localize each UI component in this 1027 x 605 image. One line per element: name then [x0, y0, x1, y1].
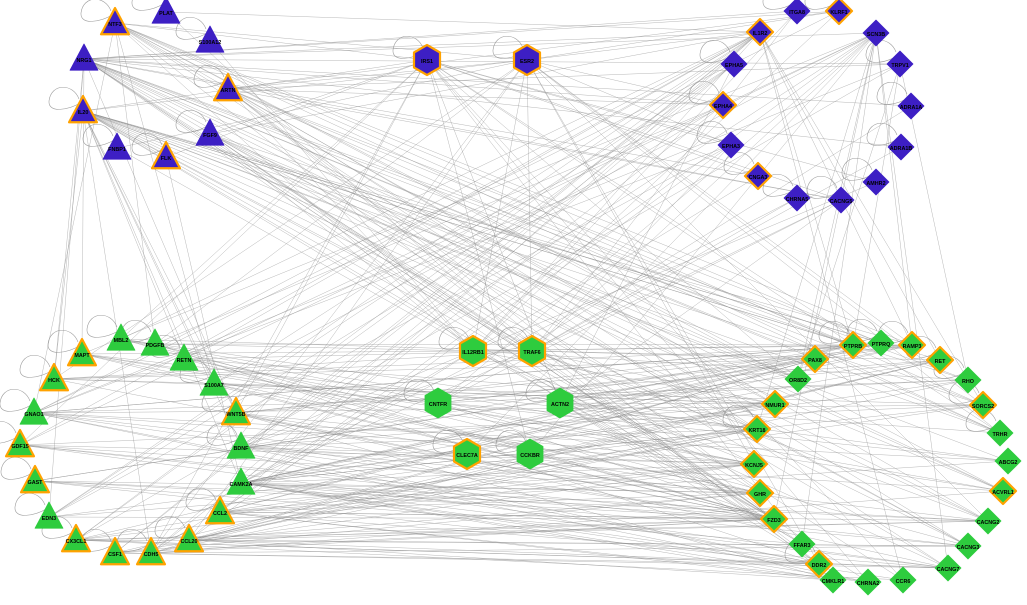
svg-text:CACNG3: CACNG3 [957, 545, 980, 551]
svg-text:IL20: IL20 [78, 110, 89, 116]
svg-text:RAMP3: RAMP3 [903, 344, 922, 350]
svg-text:CCKBR: CCKBR [520, 453, 540, 459]
svg-text:PDGFB: PDGFB [146, 343, 165, 349]
svg-text:CACNG5: CACNG5 [830, 199, 853, 205]
svg-text:CAMK2A: CAMK2A [229, 482, 252, 488]
svg-text:CHRNA5: CHRNA5 [786, 197, 808, 203]
svg-text:GDF15: GDF15 [11, 444, 28, 450]
svg-text:FNBP1: FNBP1 [108, 147, 126, 153]
svg-text:EPHA3: EPHA3 [722, 144, 740, 150]
svg-text:CHRNA2: CHRNA2 [857, 581, 879, 587]
svg-text:SCN3B: SCN3B [867, 32, 885, 38]
svg-text:CCL2: CCL2 [213, 511, 227, 517]
svg-text:CACNG2: CACNG2 [977, 520, 1000, 526]
svg-text:NTF3: NTF3 [108, 22, 121, 28]
svg-text:TRPV1: TRPV1 [891, 63, 908, 69]
svg-text:PTPRQ: PTPRQ [872, 342, 891, 348]
svg-text:DDR2: DDR2 [812, 563, 827, 569]
svg-text:MAPT: MAPT [74, 353, 90, 359]
svg-text:ADRA1B: ADRA1B [890, 146, 913, 152]
svg-text:IL12RB1: IL12RB1 [462, 350, 484, 356]
svg-text:ABCG2: ABCG2 [999, 460, 1018, 466]
svg-text:RET: RET [935, 359, 946, 365]
svg-text:ITGA8: ITGA8 [789, 10, 805, 16]
svg-text:KRT18: KRT18 [748, 428, 765, 434]
svg-text:ESR2: ESR2 [520, 59, 534, 65]
svg-text:MBL2: MBL2 [114, 338, 129, 344]
svg-text:BDNF: BDNF [234, 446, 250, 452]
svg-text:RHO: RHO [962, 379, 974, 385]
svg-text:TRAF6: TRAF6 [523, 350, 540, 356]
svg-text:CDH5: CDH5 [144, 552, 159, 558]
svg-text:GHR: GHR [754, 492, 766, 498]
svg-text:KCNJ5: KCNJ5 [745, 463, 763, 469]
svg-text:HCK: HCK [48, 378, 60, 384]
svg-text:CNGA3: CNGA3 [749, 175, 768, 181]
svg-text:CCR6: CCR6 [896, 579, 911, 585]
svg-text:IL1R2: IL1R2 [753, 31, 768, 37]
svg-text:S100A12: S100A12 [199, 40, 221, 46]
svg-text:ACTN2: ACTN2 [551, 402, 569, 408]
svg-text:FZD3: FZD3 [767, 518, 780, 524]
svg-text:IRS1: IRS1 [421, 59, 433, 65]
svg-text:FFAR3: FFAR3 [793, 543, 810, 549]
svg-text:PTPRB: PTPRB [844, 344, 862, 350]
svg-text:PAX8: PAX8 [808, 358, 822, 364]
svg-text:ARTN: ARTN [221, 88, 236, 94]
svg-text:CACNG7: CACNG7 [937, 567, 960, 573]
svg-text:WNT5B: WNT5B [226, 412, 245, 418]
svg-text:FGF9: FGF9 [203, 133, 217, 139]
svg-text:KLRF1: KLRF1 [830, 10, 847, 16]
svg-text:CSF1: CSF1 [108, 552, 122, 558]
svg-text:CLEC7A: CLEC7A [456, 453, 478, 459]
svg-text:S100A7: S100A7 [204, 383, 223, 389]
svg-text:CX3CL1: CX3CL1 [66, 539, 87, 545]
svg-text:PLAT: PLAT [159, 11, 173, 17]
svg-text:GNAO1: GNAO1 [24, 412, 43, 418]
svg-text:EPHA5: EPHA5 [725, 63, 743, 69]
svg-text:GAST: GAST [28, 480, 44, 486]
svg-text:OR8D2: OR8D2 [789, 378, 807, 384]
svg-text:TRHR: TRHR [993, 432, 1008, 438]
svg-text:EPHA4: EPHA4 [714, 104, 732, 110]
svg-text:ADRA1A: ADRA1A [900, 105, 923, 111]
svg-text:AMHR2: AMHR2 [866, 181, 885, 187]
svg-text:NRG1: NRG1 [77, 58, 92, 64]
svg-text:NMUR1: NMUR1 [765, 403, 784, 409]
svg-text:ACVRL1: ACVRL1 [992, 490, 1014, 496]
svg-text:EDN3: EDN3 [42, 516, 56, 522]
svg-text:CMKLR1: CMKLR1 [822, 579, 844, 585]
svg-text:CCL20: CCL20 [180, 539, 197, 545]
svg-text:CNTFR: CNTFR [429, 402, 447, 408]
svg-text:RETN: RETN [177, 358, 192, 364]
svg-text:FLK: FLK [161, 156, 172, 162]
svg-text:SORCS2: SORCS2 [972, 404, 994, 410]
